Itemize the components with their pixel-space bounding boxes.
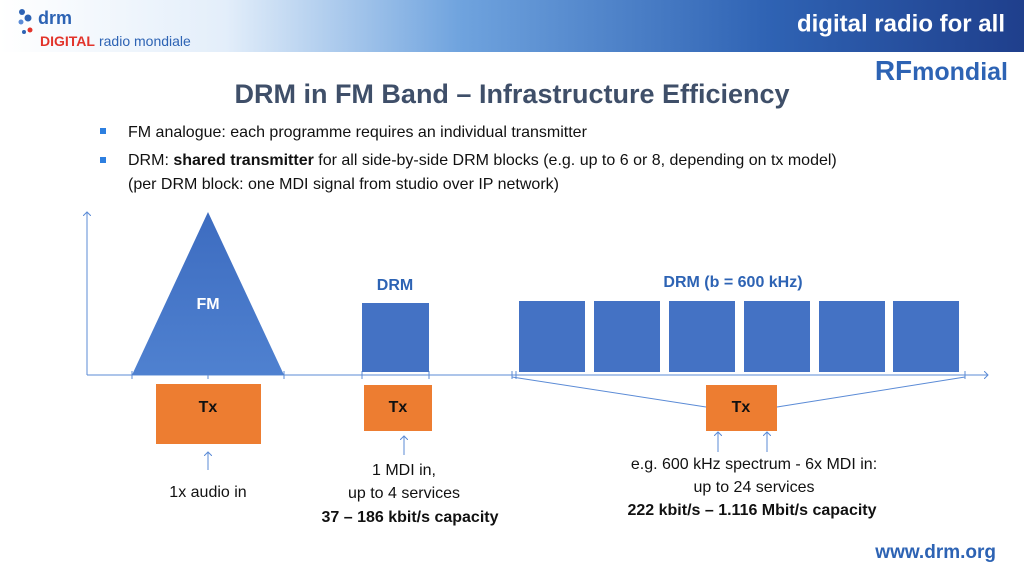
caption-bold: 37 – 186 kbit/s capacity — [322, 509, 499, 526]
tx-label: Tx — [732, 399, 751, 416]
drm-label: DRM — [377, 277, 413, 294]
slide-title: DRM in FM Band – Infrastructure Efficien… — [234, 79, 789, 109]
caption-bold: 222 kbit/s – 1.116 Mbit/s capacity — [627, 502, 876, 519]
bullet-marker — [100, 157, 106, 163]
bullet: FM analogue: each programme requires an … — [128, 124, 588, 141]
drm-block — [362, 303, 429, 372]
tx-box — [706, 385, 777, 431]
tx-label: Tx — [389, 399, 408, 416]
fm-label: FM — [196, 296, 219, 313]
partner-1: RF — [875, 55, 912, 86]
partner-logo: RFmondial — [875, 55, 1008, 86]
bullet-marker — [100, 128, 106, 134]
bullet-text: DRM: — [128, 152, 173, 169]
logo-sub-2: radio mondiale — [99, 33, 191, 49]
footer-url: www.drm.org — [874, 542, 996, 563]
drm-blocks — [519, 301, 959, 372]
logo-name: drm — [38, 8, 72, 28]
caption: up to 24 services — [694, 479, 815, 496]
logo — [18, 9, 33, 34]
logo-sub-1: DIGITAL — [40, 33, 95, 49]
logo-subtitle: DIGITAL radio mondiale — [40, 33, 191, 49]
caption: up to 4 services — [348, 485, 460, 502]
partner-2: mondial — [912, 58, 1008, 86]
caption: 1 MDI in, — [372, 462, 436, 479]
tx-box — [156, 384, 261, 444]
caption: 1x audio in — [169, 484, 246, 501]
tx-box — [364, 385, 432, 431]
fm-spectrum — [132, 212, 284, 375]
bullet-text: for all side-by-side DRM blocks (e.g. up… — [314, 152, 837, 169]
drm-wide-label: DRM (b = 600 kHz) — [663, 274, 802, 291]
bullet: DRM: shared transmitter for all side-by-… — [128, 152, 837, 169]
tx-label: Tx — [199, 399, 218, 416]
header-band — [0, 0, 1024, 52]
bullet-bold: shared transmitter — [173, 152, 314, 169]
tagline: digital radio for all — [797, 10, 1005, 37]
bullet-text: FM analogue: each programme requires an … — [128, 124, 588, 141]
bullet-continuation: (per DRM block: one MDI signal from stud… — [128, 176, 559, 193]
caption: e.g. 600 kHz spectrum - 6x MDI in: — [631, 456, 877, 473]
